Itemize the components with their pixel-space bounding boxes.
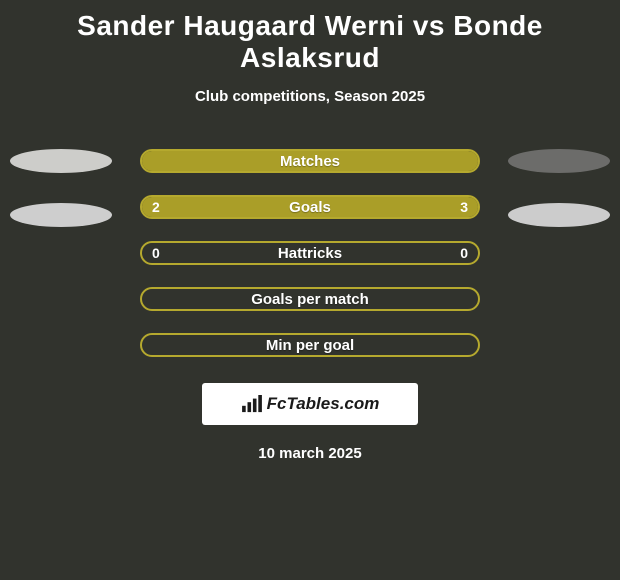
stat-bar-3: Goals per match bbox=[140, 287, 480, 311]
subtitle: Club competitions, Season 2025 bbox=[0, 88, 620, 105]
chart-area: Matches 23Goals 00Hattricks Goals per match… bbox=[0, 149, 620, 357]
chart-icon bbox=[241, 395, 263, 413]
left-ellipse-column bbox=[10, 149, 120, 227]
comparison-infographic: Sander Haugaard Werni vs Bonde Aslaksrud… bbox=[0, 0, 620, 462]
stat-bar-1: 23Goals bbox=[140, 195, 480, 219]
right-ellipse-0 bbox=[508, 149, 610, 173]
date-label: 10 march 2025 bbox=[0, 445, 620, 462]
bar-label: Min per goal bbox=[142, 335, 478, 355]
left-ellipse-1 bbox=[10, 203, 112, 227]
watermark-text: FcTables.com bbox=[267, 394, 380, 414]
stat-bar-4: Min per goal bbox=[140, 333, 480, 357]
bar-label: Hattricks bbox=[142, 243, 478, 263]
left-ellipse-0 bbox=[10, 149, 112, 173]
stat-bar-2: 00Hattricks bbox=[140, 241, 480, 265]
right-ellipse-column bbox=[500, 149, 610, 227]
page-title: Sander Haugaard Werni vs Bonde Aslaksrud bbox=[0, 10, 620, 74]
bar-label: Goals per match bbox=[142, 289, 478, 309]
watermark-badge: FcTables.com bbox=[202, 383, 418, 425]
bar-label: Matches bbox=[142, 151, 478, 171]
right-ellipse-1 bbox=[508, 203, 610, 227]
stat-bar-0: Matches bbox=[140, 149, 480, 173]
bar-chart: Matches 23Goals 00Hattricks Goals per match… bbox=[140, 149, 480, 357]
bar-label: Goals bbox=[142, 197, 478, 217]
